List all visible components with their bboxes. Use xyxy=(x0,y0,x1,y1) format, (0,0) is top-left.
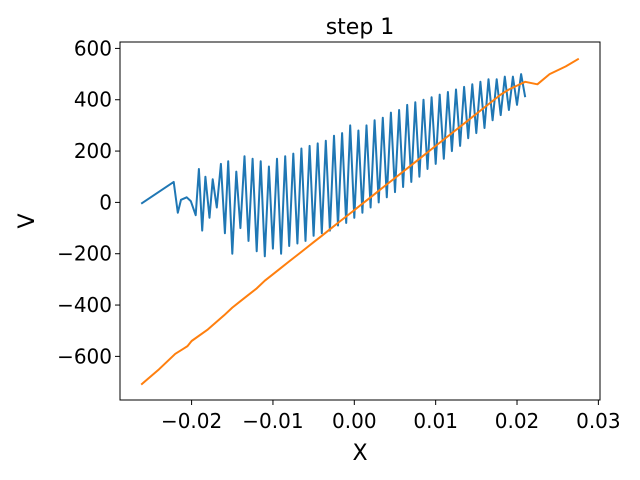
x-tick-label: 0.00 xyxy=(332,409,377,433)
y-tick-label: 400 xyxy=(74,88,112,112)
series-layer xyxy=(140,57,580,386)
y-tick-label: 200 xyxy=(74,139,112,163)
y-tick-label: 0 xyxy=(99,190,112,214)
y-tick-label: −400 xyxy=(57,293,112,317)
x-tick-label: 0.01 xyxy=(413,409,458,433)
y-axis: −600 −400 −200 0 200 400 600 xyxy=(57,36,120,368)
y-tick-label: −600 xyxy=(57,344,112,368)
plot-frame xyxy=(119,41,601,401)
x-tick-label: 0.02 xyxy=(495,409,540,433)
x-tick-label: 0.03 xyxy=(576,409,621,433)
x-tick-label: −0.02 xyxy=(161,409,222,433)
x-axis-title: X xyxy=(352,441,367,466)
series-line-1 xyxy=(140,73,527,258)
y-axis-title: V xyxy=(15,213,40,228)
chart-title: step 1 xyxy=(326,15,395,40)
y-tick-label: 600 xyxy=(74,36,112,60)
x-tick-label: −0.01 xyxy=(242,409,303,433)
y-tick-label: −200 xyxy=(57,242,112,266)
series-line-2 xyxy=(140,57,580,386)
x-axis: −0.02 −0.01 0.00 0.01 0.02 0.03 xyxy=(161,400,621,433)
